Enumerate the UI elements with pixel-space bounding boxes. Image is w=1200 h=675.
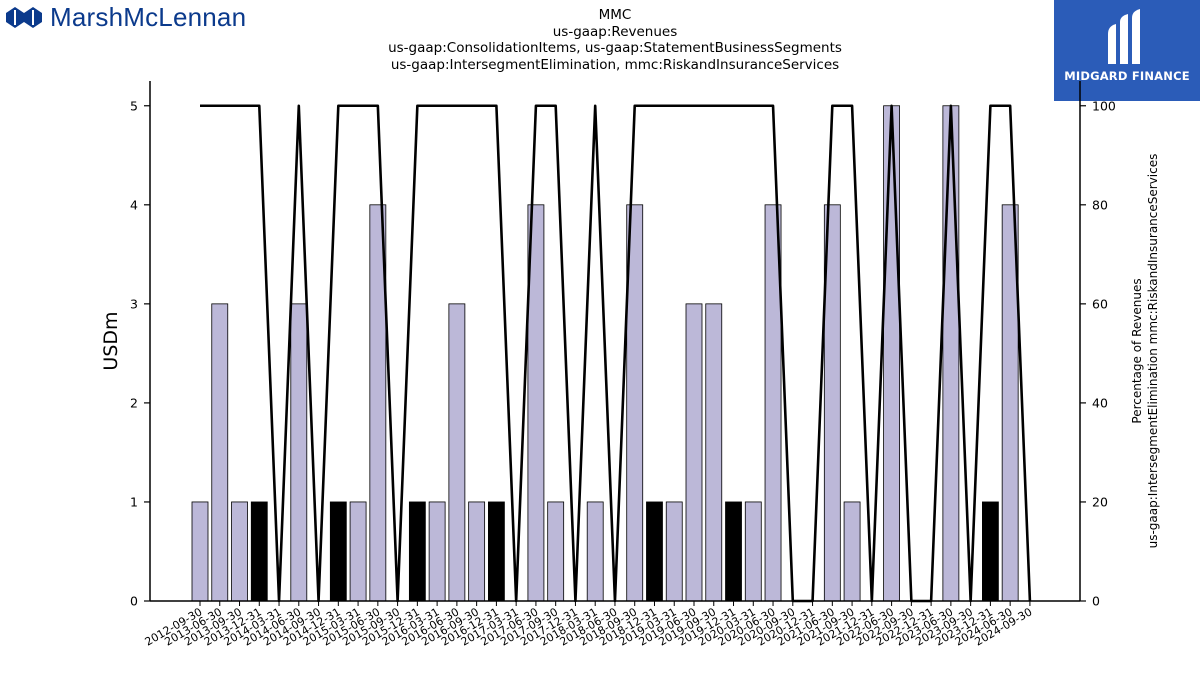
bar-2016-06-30: [448, 303, 466, 602]
y2-axis-label: us-gaap:IntersegmentElimination mmc:Risk…: [1146, 154, 1160, 549]
badge-text: MIDGARD FINANCE: [1064, 69, 1190, 83]
marsh-mclennan-logo-icon: [6, 7, 42, 28]
bar-2014-06-30: [290, 303, 308, 602]
y2-tick-label: 100: [1092, 98, 1116, 113]
bar-2016-03-31: [428, 501, 446, 602]
bar-2016-12-31: [487, 501, 505, 602]
y2-axis-label: Percentage of Revenues: [1130, 278, 1144, 423]
y-tick-label: 2: [130, 395, 138, 410]
y-tick-label: 1: [130, 494, 138, 509]
bar-2014-12-31: [329, 501, 347, 602]
chart-title-line: MMC: [598, 7, 632, 23]
bar-2022-06-30: [883, 105, 900, 602]
bar-2017-09-30: [547, 501, 565, 602]
midgard-finance-badge: MIDGARD FINANCE: [1054, 0, 1200, 101]
y-tick-label: 4: [130, 197, 138, 212]
bar-2019-12-31: [725, 501, 742, 602]
y-tick-label: 0: [130, 594, 138, 609]
bar-2023-06-30: [942, 105, 960, 602]
bar-2019-03-31: [665, 501, 683, 602]
midgard-logo-icon: [1108, 9, 1140, 64]
marsh-mclennan-logo: MarshMcLennan: [4, 2, 246, 32]
bar-2016-09-30: [468, 501, 486, 602]
axes-layer: 0123450204060801002012-09-302013-06-3020…: [100, 81, 1160, 649]
chart-title-line: us-gaap:IntersegmentElimination, mmc:Ris…: [390, 56, 840, 73]
y2-tick-label: 40: [1092, 395, 1108, 410]
chart-title-line: us-gaap:Revenues: [552, 23, 678, 40]
bar-2013-06-30: [211, 303, 229, 602]
company-logo-text: MarshMcLennan: [50, 1, 247, 32]
bar-2013-12-31: [250, 501, 268, 602]
bar-2018-12-31: [646, 501, 663, 602]
y-tick-label: 5: [130, 98, 138, 113]
chart-title-line: us-gaap:ConsolidationItems, us-gaap:Stat…: [388, 40, 842, 56]
bar-2013-09-30: [231, 501, 248, 602]
bar-2012-09-30: [191, 501, 209, 602]
line-layer: [200, 104, 1032, 603]
bar-2015-03-31: [349, 501, 367, 602]
bar-2019-09-30: [705, 303, 723, 602]
y-tick-label: 3: [130, 296, 138, 311]
bar-2021-09-30: [843, 501, 861, 602]
y2-tick-label: 80: [1092, 197, 1108, 212]
y2-tick-label: 60: [1092, 296, 1108, 311]
y2-tick-label: 0: [1092, 594, 1100, 609]
bar-2020-03-31: [744, 501, 762, 602]
bar-2018-03-31: [586, 501, 604, 602]
y-axis-label: USDm: [100, 311, 122, 370]
chart-title: MMC us-gaap:Revenues us-gaap:Consolidati…: [315, 7, 915, 73]
percentage-line: [200, 104, 1032, 603]
bar-2015-12-31: [408, 501, 426, 602]
y2-tick-label: 20: [1092, 494, 1108, 509]
bar-2019-06-30: [685, 303, 703, 602]
bar-2023-12-31: [982, 501, 999, 602]
